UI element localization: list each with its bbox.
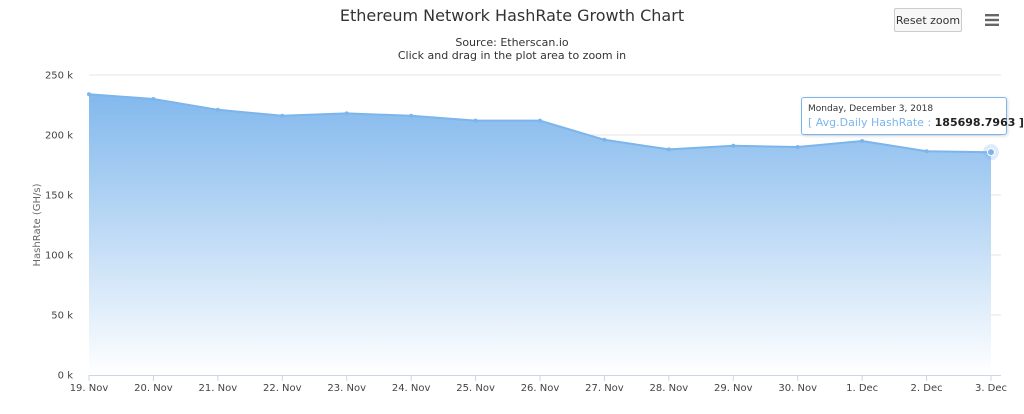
data-tooltip: Monday, December 3, 2018 [ Avg.Daily Has… xyxy=(801,97,1024,135)
hashrate-area-fill xyxy=(89,94,991,375)
hamburger-menu-icon xyxy=(985,14,999,26)
y-tick-label: 250 k xyxy=(45,71,73,82)
y-tick-label: 100 k xyxy=(45,251,73,262)
x-tick-label: 22. Nov xyxy=(263,383,302,394)
tooltip-series-name: Avg.Daily HashRate xyxy=(815,116,924,129)
data-point[interactable] xyxy=(344,111,349,116)
data-point[interactable] xyxy=(860,139,865,143)
x-tick-label: 25. Nov xyxy=(456,383,495,394)
tooltip-open-bracket: [ xyxy=(808,116,813,129)
data-point[interactable] xyxy=(731,143,736,148)
tooltip-date: Monday, December 3, 2018 xyxy=(808,104,934,114)
zoom-hint-text: Click and drag in the plot area to zoom … xyxy=(397,49,627,62)
y-tick-label: 150 k xyxy=(45,191,73,202)
x-tick-label: 30. Nov xyxy=(778,383,817,394)
tooltip-separator: : xyxy=(927,116,932,129)
data-point[interactable] xyxy=(924,149,929,154)
data-point[interactable] xyxy=(666,147,671,152)
y-axis-ticks: 0 k 50 k 100 k 150 k 200 k 250 k xyxy=(45,71,73,382)
y-tick-label: 50 k xyxy=(51,311,73,322)
x-tick-label: 29. Nov xyxy=(714,383,753,394)
x-tick-label: 19. Nov xyxy=(70,383,109,394)
x-tick-label: 23. Nov xyxy=(327,383,366,394)
x-tick-label: 1. Dec xyxy=(846,383,878,394)
data-point[interactable] xyxy=(409,113,414,118)
x-tick-label: 26. Nov xyxy=(521,383,560,394)
data-point[interactable] xyxy=(795,145,800,149)
y-tick-label: 0 k xyxy=(58,371,74,382)
x-tick-label: 21. Nov xyxy=(199,383,238,394)
x-tick-label: 28. Nov xyxy=(650,383,689,394)
x-tick-label: 3. Dec xyxy=(975,383,1007,394)
data-point[interactable] xyxy=(280,113,285,118)
y-axis-label: HashRate (GH/s) xyxy=(32,183,43,266)
tooltip-value: 185698.7963 xyxy=(934,116,1016,129)
x-tick-label: 2. Dec xyxy=(911,383,943,394)
data-point-markers xyxy=(87,92,999,161)
data-point[interactable] xyxy=(215,107,220,112)
data-point[interactable] xyxy=(151,97,156,101)
chart-subtitle: Source: Etherscan.io Click and drag in t… xyxy=(0,36,1024,62)
y-tick-label: 200 k xyxy=(45,131,73,142)
data-point[interactable] xyxy=(602,137,607,142)
data-point[interactable] xyxy=(987,148,995,157)
data-point[interactable] xyxy=(473,118,478,123)
x-axis-ticks: 19. Nov 20. Nov 21. Nov 22. Nov 23. Nov 24. N… xyxy=(70,375,1007,394)
chart-title: Ethereum Network HashRate Growth Chart xyxy=(339,6,685,25)
x-tick-label: 24. Nov xyxy=(392,383,431,394)
tooltip-value-line: [ Avg.Daily HashRate : 185698.7963 ] xyxy=(808,116,1024,129)
source-text: Source: Etherscan.io xyxy=(455,36,569,49)
x-tick-label: 27. Nov xyxy=(585,383,624,394)
data-point[interactable] xyxy=(87,92,91,97)
chart-menu-button[interactable] xyxy=(978,8,1006,32)
reset-zoom-button[interactable]: Reset zoom xyxy=(894,8,962,32)
data-point[interactable] xyxy=(538,118,542,123)
tooltip-close-bracket: ] xyxy=(1018,116,1024,129)
x-tick-label: 20. Nov xyxy=(134,383,173,394)
